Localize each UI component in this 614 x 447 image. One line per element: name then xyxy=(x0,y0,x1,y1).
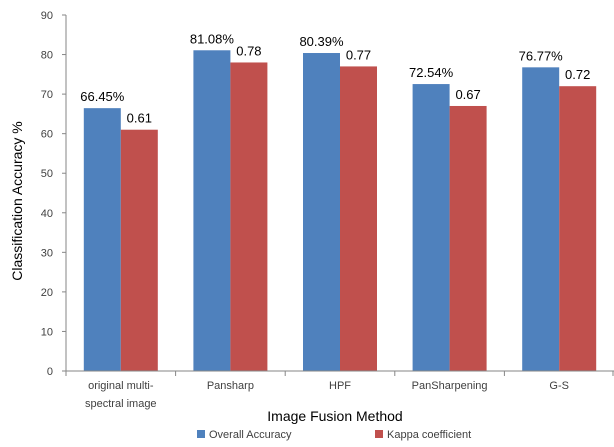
x-axis: original multi-spectral image Pansharp HPF… xyxy=(65,370,614,410)
y-tick-label: 30 xyxy=(41,247,53,259)
data-label: 0.77 xyxy=(346,47,371,62)
legend-swatch xyxy=(375,430,383,438)
bar xyxy=(449,105,487,371)
y-tick-label: 60 xyxy=(41,129,53,141)
bars xyxy=(83,50,597,372)
x-tick-label-line: spectral image xyxy=(85,398,157,410)
y-tick-label: 80 xyxy=(41,50,53,62)
bar xyxy=(340,66,377,371)
x-tick-label-line: HPF xyxy=(329,380,351,392)
data-label: 72.54% xyxy=(409,65,454,80)
x-tick-label: original multi-spectral image xyxy=(85,380,157,410)
y-axis: 0 10 20 30 40 50 60 70 80 90 xyxy=(41,10,67,378)
legend-label: Overall Accuracy xyxy=(209,429,292,441)
bar xyxy=(193,50,231,371)
x-tick-label-line: PanSharpening xyxy=(412,380,488,392)
y-axis-title: Classification Accuracy % xyxy=(9,121,25,281)
bar xyxy=(303,53,340,372)
x-axis-title: Image Fusion Method xyxy=(267,408,402,424)
x-tick-label-line: original multi- xyxy=(88,380,154,392)
data-label: 0.72 xyxy=(565,67,590,82)
data-label: 0.67 xyxy=(455,87,480,102)
x-tick-label-line: Pansharp xyxy=(207,380,254,392)
data-labels: 66.45%0.61 81.08%0.78 80.39%0.77 72.54%0.67… xyxy=(80,31,590,125)
data-label: 66.45% xyxy=(80,89,125,104)
y-tick-label: 0 xyxy=(47,366,53,378)
data-label: 0.61 xyxy=(127,111,152,126)
x-tick-label: Pansharp xyxy=(207,380,254,392)
data-label: 76.77% xyxy=(519,48,564,63)
bar xyxy=(83,108,121,372)
legend-swatch xyxy=(197,430,205,438)
bar xyxy=(412,84,450,372)
bar xyxy=(120,129,158,371)
bar xyxy=(522,67,560,371)
legend-label: Kappa coefficient xyxy=(387,429,471,441)
y-tick-label: 20 xyxy=(41,287,53,299)
y-tick-label: 70 xyxy=(41,89,53,101)
y-tick-label: 90 xyxy=(41,10,53,22)
data-label: 81.08% xyxy=(190,31,235,46)
bar xyxy=(230,62,268,371)
x-tick-label-line: G-S xyxy=(549,380,569,392)
legend: Overall Accuracy Kappa coefficient xyxy=(197,429,471,441)
x-tick-label: HPF xyxy=(329,380,351,392)
x-tick-label: PanSharpening xyxy=(412,380,488,392)
y-tick-label: 50 xyxy=(41,168,53,180)
bar xyxy=(559,86,597,371)
data-label: 80.39% xyxy=(299,34,344,49)
data-label: 0.78 xyxy=(236,43,261,58)
y-tick-label: 40 xyxy=(41,208,53,220)
x-tick-label: G-S xyxy=(549,380,569,392)
y-tick-label: 10 xyxy=(41,326,53,338)
